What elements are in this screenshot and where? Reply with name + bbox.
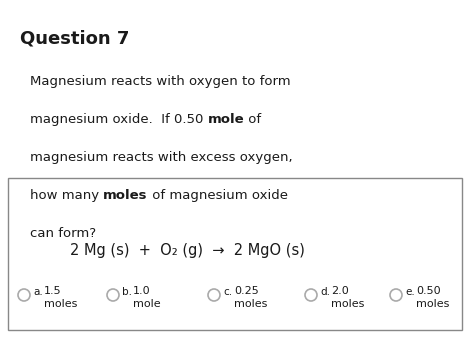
Text: can form?: can form? [30,227,96,240]
Text: 2 Mg (s)  +  O₂ (g)  →  2 MgO (s): 2 Mg (s) + O₂ (g) → 2 MgO (s) [70,243,305,258]
Text: of magnesium oxide: of magnesium oxide [148,189,288,202]
Text: moles: moles [331,299,365,309]
Text: 1.0: 1.0 [133,286,151,296]
Text: 2.0: 2.0 [331,286,349,296]
Text: 0.50: 0.50 [416,286,441,296]
Text: magnesium oxide.  If 0.50: magnesium oxide. If 0.50 [30,113,208,126]
Bar [8,178,462,330]
Text: moles: moles [234,299,267,309]
Text: e.: e. [405,287,415,297]
Text: how many: how many [30,189,103,202]
Text: magnesium reacts with excess oxygen,: magnesium reacts with excess oxygen, [30,151,292,164]
Text: mole: mole [208,113,244,126]
Text: of: of [244,113,261,126]
Text: Question 7: Question 7 [20,30,129,48]
Text: moles: moles [103,189,148,202]
Text: moles: moles [44,299,77,309]
Text: b.: b. [122,287,132,297]
Text: 1.5: 1.5 [44,286,62,296]
Text: a.: a. [33,287,43,297]
Text: c.: c. [223,287,232,297]
Text: 0.25: 0.25 [234,286,259,296]
Text: mole: mole [133,299,161,309]
Text: d.: d. [320,287,330,297]
Text: Magnesium reacts with oxygen to form: Magnesium reacts with oxygen to form [30,75,291,88]
Text: moles: moles [416,299,449,309]
